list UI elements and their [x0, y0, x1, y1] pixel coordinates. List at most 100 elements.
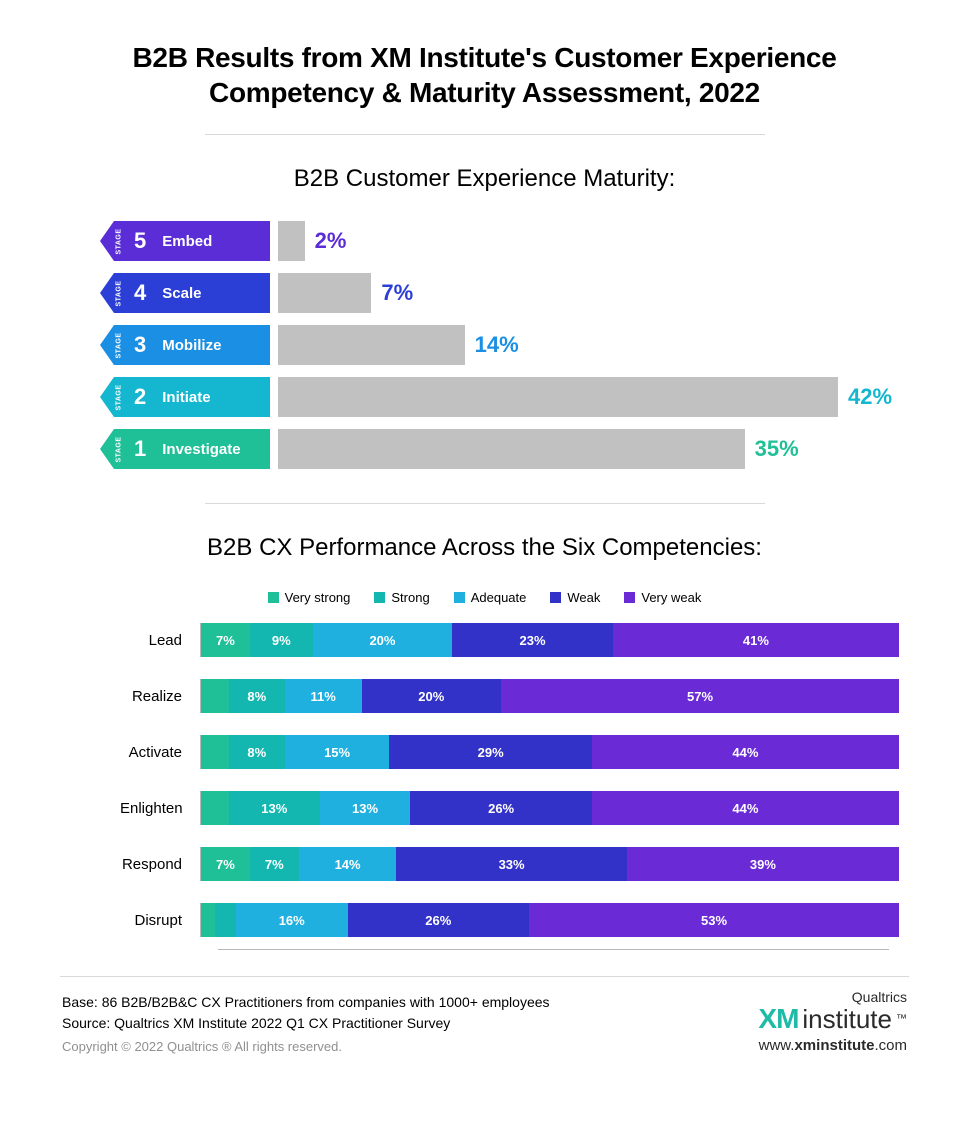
- competency-label: Respond: [120, 856, 200, 873]
- competency-segment: 26%: [348, 903, 529, 937]
- page-title: B2B Results from XM Institute's Customer…: [60, 40, 909, 110]
- legend: Very strong Strong Adequate Weak Very weak: [60, 590, 909, 605]
- competency-bar: 7%9%20%23%41%: [200, 623, 899, 657]
- stage-number: 1: [134, 436, 146, 462]
- maturity-bar: [278, 221, 305, 261]
- competency-label: Lead: [120, 632, 200, 649]
- competency-segment: 9%: [250, 623, 313, 657]
- title-line1: B2B Results from XM Institute's Customer…: [133, 42, 837, 73]
- legend-swatch: [454, 592, 465, 603]
- legend-item: Weak: [550, 590, 600, 605]
- competency-segment: 11%: [285, 679, 362, 713]
- competency-segment: [201, 735, 229, 769]
- legend-swatch: [550, 592, 561, 603]
- competency-segment: 29%: [389, 735, 591, 769]
- stage-name: Scale: [162, 285, 201, 302]
- competency-segment: 7%: [250, 847, 299, 881]
- competency-segment: 8%: [229, 735, 285, 769]
- competency-segment: [201, 791, 229, 825]
- competency-row: Enlighten13%13%26%44%: [120, 791, 899, 825]
- competency-row: Disrupt16%26%53%: [120, 903, 899, 937]
- competency-segment: 20%: [362, 679, 502, 713]
- brand-tm: ™: [896, 1013, 907, 1025]
- maturity-bar-area: 14%: [270, 325, 909, 365]
- brand-logo: XM institute ™: [758, 1003, 907, 1035]
- legend-label: Weak: [567, 590, 600, 605]
- maturity-stage-label: STAGE 1 Investigate: [100, 429, 270, 469]
- stage-name: Initiate: [162, 389, 210, 406]
- maturity-bar-area: 2%: [270, 221, 909, 261]
- footer-copyright: Copyright © 2022 Qualtrics ® All rights …: [62, 1039, 550, 1054]
- footer: Base: 86 B2B/B2B&C CX Practitioners from…: [60, 989, 909, 1054]
- divider-top: [205, 134, 765, 135]
- legend-label: Strong: [391, 590, 429, 605]
- maturity-value: 2%: [315, 228, 347, 254]
- footer-left: Base: 86 B2B/B2B&C CX Practitioners from…: [62, 992, 550, 1054]
- maturity-row: STAGE4Scale7%: [100, 273, 909, 313]
- legend-item: Very weak: [624, 590, 701, 605]
- maturity-value: 42%: [848, 384, 892, 410]
- competency-segment: 53%: [529, 903, 899, 937]
- competency-segment: 13%: [229, 791, 320, 825]
- section1-title: B2B Customer Experience Maturity:: [60, 165, 909, 193]
- maturity-bar: [278, 325, 465, 365]
- competency-segment: 14%: [299, 847, 397, 881]
- legend-swatch: [268, 592, 279, 603]
- competency-segment: 8%: [229, 679, 285, 713]
- section2-title: B2B CX Performance Across the Six Compet…: [60, 534, 909, 562]
- competency-label: Enlighten: [120, 800, 200, 817]
- stage-name: Investigate: [162, 441, 240, 458]
- legend-label: Adequate: [471, 590, 527, 605]
- competency-segment: 57%: [501, 679, 899, 713]
- stage-name: Embed: [162, 233, 212, 250]
- maturity-bar-area: 42%: [270, 377, 909, 417]
- competency-segment: 26%: [410, 791, 591, 825]
- maturity-bar-area: 7%: [270, 273, 909, 313]
- stage-number: 5: [134, 228, 146, 254]
- legend-label: Very weak: [641, 590, 701, 605]
- legend-item: Strong: [374, 590, 429, 605]
- competency-bar: 8%11%20%57%: [200, 679, 899, 713]
- competency-bar: 8%15%29%44%: [200, 735, 899, 769]
- footer-source: Source: Qualtrics XM Institute 2022 Q1 C…: [62, 1013, 550, 1033]
- competency-label: Realize: [120, 688, 200, 705]
- competency-segment: 7%: [201, 623, 250, 657]
- competency-segment: 44%: [592, 791, 899, 825]
- maturity-stage-label: STAGE4Scale: [100, 273, 270, 313]
- maturity-stage-label: STAGE2Initiate: [100, 377, 270, 417]
- maturity-value: 14%: [475, 332, 519, 358]
- title-line2: Competency & Maturity Assessment, 2022: [209, 77, 760, 108]
- stage-number: 4: [134, 280, 146, 306]
- competency-segment: 7%: [201, 847, 250, 881]
- competency-chart: Lead7%9%20%23%41%Realize8%11%20%57%Activ…: [120, 623, 899, 937]
- stage-number: 3: [134, 332, 146, 358]
- competency-row: Respond7%7%14%33%39%: [120, 847, 899, 881]
- competency-bar: 7%7%14%33%39%: [200, 847, 899, 881]
- footer-base: Base: 86 B2B/B2B&C CX Practitioners from…: [62, 992, 550, 1012]
- stage-word: STAGE: [116, 332, 123, 358]
- competency-segment: 44%: [592, 735, 899, 769]
- stage-word: STAGE: [116, 436, 123, 462]
- stage-name: Mobilize: [162, 337, 221, 354]
- maturity-row: STAGE 1 Investigate 35%: [100, 429, 909, 469]
- maturity-bar-area: 35%: [270, 429, 909, 469]
- legend-swatch: [624, 592, 635, 603]
- competency-row: Lead7%9%20%23%41%: [120, 623, 899, 657]
- brand-institute: institute: [802, 1004, 892, 1035]
- competency-segment: [201, 679, 229, 713]
- competency-row: Realize8%11%20%57%: [120, 679, 899, 713]
- competency-segment: 16%: [236, 903, 348, 937]
- legend-label: Very strong: [285, 590, 351, 605]
- maturity-row: STAGE5Embed2%: [100, 221, 909, 261]
- competency-segment: 33%: [396, 847, 626, 881]
- competency-label: Activate: [120, 744, 200, 761]
- maturity-row: STAGE 3 Mobilize 14%: [100, 325, 909, 365]
- competency-segment: 20%: [313, 623, 453, 657]
- maturity-stage-label: STAGE 3 Mobilize: [100, 325, 270, 365]
- competency-segment: [215, 903, 236, 937]
- maturity-bar: [278, 429, 745, 469]
- divider-footer: [60, 976, 909, 977]
- competency-segment: [201, 903, 215, 937]
- maturity-row: STAGE2Initiate 42%: [100, 377, 909, 417]
- maturity-stage-label: STAGE5Embed: [100, 221, 270, 261]
